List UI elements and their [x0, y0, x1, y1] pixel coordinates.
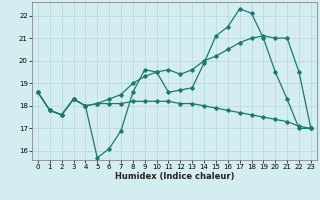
X-axis label: Humidex (Indice chaleur): Humidex (Indice chaleur)	[115, 172, 234, 181]
